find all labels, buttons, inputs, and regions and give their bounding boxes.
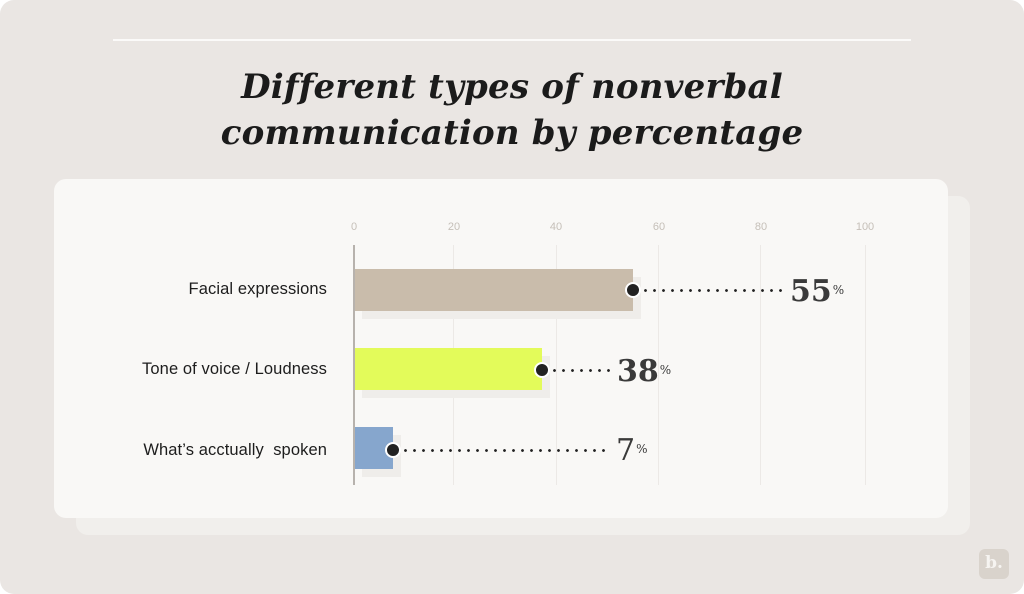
bar-end-marker xyxy=(625,282,641,298)
chart-title: Different types of nonverbal communicati… xyxy=(0,64,1024,156)
x-tick-20: 20 xyxy=(447,221,461,233)
bar-end-marker xyxy=(534,362,550,378)
value-label-actually-spoken: 7% xyxy=(616,433,648,468)
chart-title-line1: Different types of nonverbal xyxy=(241,67,783,107)
x-tick-80: 80 xyxy=(754,221,768,233)
bar-facial-expressions xyxy=(354,269,633,311)
x-tick-100: 100 xyxy=(855,221,875,233)
bar-tone-of-voice xyxy=(354,348,542,390)
value-label-tone-of-voice: 38% xyxy=(617,354,672,389)
chart-title-line2: communication by percentage xyxy=(220,113,804,153)
x-tick-0: 0 xyxy=(350,221,358,233)
y-axis-line xyxy=(353,245,355,485)
gridline-60 xyxy=(658,245,659,485)
category-label-facial-expressions: Facial expressions xyxy=(188,280,327,298)
gridline-40 xyxy=(556,245,557,485)
x-tick-60: 60 xyxy=(652,221,666,233)
category-label-actually-spoken: What’s acctually spoken xyxy=(143,441,327,459)
brand-logo: b. xyxy=(979,549,1009,579)
leader-line xyxy=(550,369,610,372)
leader-line xyxy=(641,289,783,292)
value-label-facial-expressions: 55% xyxy=(790,274,845,309)
gridline-80 xyxy=(760,245,761,485)
bar-end-marker xyxy=(385,442,401,458)
leader-line xyxy=(401,449,607,452)
gridline-100 xyxy=(865,245,866,485)
x-tick-40: 40 xyxy=(549,221,563,233)
category-label-tone-of-voice: Tone of voice / Loudness xyxy=(142,360,327,378)
top-divider xyxy=(113,39,911,41)
